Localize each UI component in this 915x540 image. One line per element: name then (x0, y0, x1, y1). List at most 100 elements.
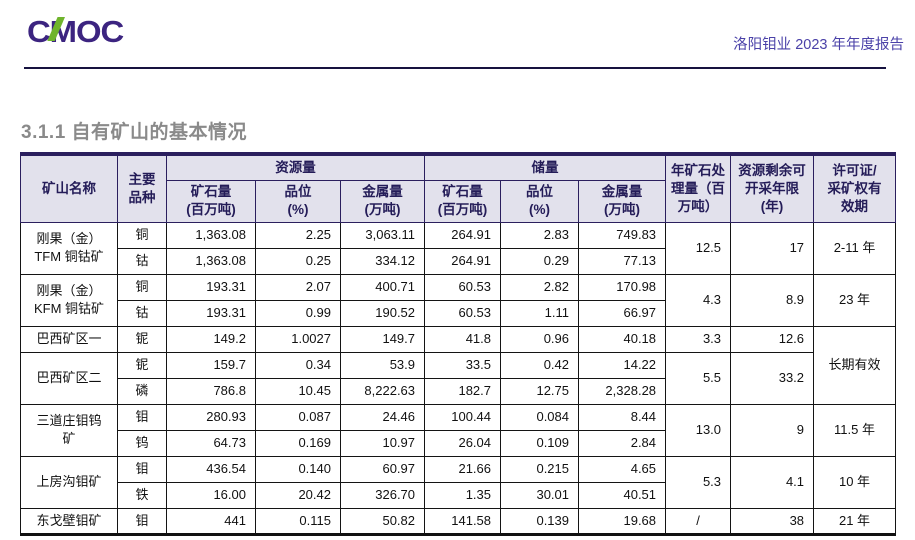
data-cell: 0.140 (255, 455, 341, 483)
data-cell: 12.75 (500, 377, 580, 405)
data-cell: 3.3 (665, 325, 732, 353)
table-row: 三道庄钼钨 矿钼 280.93 0.087 24.46 100.44 0.084 8.44 1… (20, 403, 897, 457)
data-cell: 77.13 (578, 247, 667, 275)
data-cell: 0.25 (255, 247, 341, 275)
data-cell: 170.98 (578, 273, 667, 301)
data-cell: 8.9 (730, 273, 815, 327)
data-cell: 0.34 (255, 351, 341, 379)
col-resource-ore: 矿石量 (百万吨) (166, 179, 256, 223)
data-cell: 4.3 (665, 273, 732, 327)
cmoc-logo: CMOC (27, 14, 124, 49)
table-row: 刚果（金） TFM 铜钴矿铜 1,363.08 2.25 3,063.11 264.91… (20, 221, 897, 275)
col-reserve-grade: 品位 (%) (500, 179, 580, 223)
data-cell: 334.12 (339, 247, 426, 275)
data-cell: / (665, 507, 732, 535)
table-row: 巴西矿区一铌 149.2 1.0027 149.7 41.8 0.96 40.18 3.3 12… (20, 325, 897, 405)
data-cell: 0.29 (500, 247, 580, 275)
data-cell: 280.93 (166, 403, 256, 431)
data-cell: 13.0 (665, 403, 732, 457)
table-row: 东戈壁钼矿钼 441 0.115 50.82 141.58 0.139 19.68/38 21… (20, 507, 897, 535)
data-cell: 2.83 (500, 221, 580, 249)
data-cell: 149.2 (166, 325, 256, 353)
data-cell: 41.8 (424, 325, 502, 353)
variety: 铌 (117, 351, 167, 379)
data-cell: 53.9 (339, 351, 426, 379)
license-validity: 10 年 (813, 455, 897, 509)
variety: 铜 (117, 273, 167, 301)
data-cell: 786.8 (166, 377, 256, 405)
logo-letter-c: C (27, 14, 51, 49)
data-cell: 1,363.08 (166, 247, 256, 275)
data-cell: 64.73 (166, 429, 256, 457)
data-cell: 0.215 (500, 455, 580, 483)
col-group-reserves: 储量 (424, 153, 667, 181)
mine-name: 三道庄钼钨 矿 (20, 403, 118, 457)
data-cell: 33.5 (424, 351, 502, 379)
variety: 磷 (117, 377, 167, 405)
data-cell: 749.83 (578, 221, 667, 249)
data-cell: 17 (730, 221, 815, 275)
report-title: 洛阳钼业 2023 年年度报告 (733, 37, 904, 53)
data-cell: 66.97 (578, 299, 667, 327)
license-validity: 2-11 年 (813, 221, 897, 275)
data-cell: 400.71 (339, 273, 426, 301)
variety: 钴 (117, 299, 167, 327)
data-cell: 14.22 (578, 351, 667, 379)
data-cell: 10.97 (339, 429, 426, 457)
data-cell: 24.46 (339, 403, 426, 431)
col-mine-name: 矿山名称 (20, 153, 118, 223)
data-cell: 2.25 (255, 221, 341, 249)
data-cell: 326.70 (339, 481, 426, 509)
col-main-variety: 主要 品种 (117, 153, 167, 223)
col-resource-metal: 金属量 (万吨) (339, 179, 426, 223)
variety: 铁 (117, 481, 167, 509)
data-cell: 26.04 (424, 429, 502, 457)
data-cell: 33.2 (730, 351, 815, 405)
data-cell: 4.65 (578, 455, 667, 483)
data-cell: 16.00 (166, 481, 256, 509)
mines-table-container: 矿山名称 主要 品种 资源量 储量 年矿石处 理量（百 万吨） 资源剩余可 开采年限 (年… (20, 152, 897, 536)
data-cell: 193.31 (166, 299, 256, 327)
col-resource-grade: 品位 (%) (255, 179, 341, 223)
table-row: 磷 786.8 10.45 8,222.63 182.7 12.75 2,328.28 (21, 377, 896, 405)
data-cell: 50.82 (339, 507, 426, 535)
data-cell: 1,363.08 (166, 221, 256, 249)
data-cell: 2.84 (578, 429, 667, 457)
variety: 钨 (117, 429, 167, 457)
data-cell: 0.169 (255, 429, 341, 457)
license-validity: 23 年 (813, 273, 897, 327)
data-cell: 100.44 (424, 403, 502, 431)
table-row: 矿石量 (百万吨) 品位 (%) 金属量 (万吨) 矿石量 (百万吨) 品位 (%) 金属… (21, 179, 896, 223)
data-cell: 12.6 (730, 325, 815, 353)
data-cell: 149.7 (339, 325, 426, 353)
data-cell: 0.139 (500, 507, 580, 535)
data-cell: 264.91 (424, 247, 502, 275)
data-cell: 19.68 (578, 507, 667, 535)
data-cell: 441 (166, 507, 256, 535)
data-cell: 0.109 (500, 429, 580, 457)
section-title: 3.1.1 自有矿山的基本情况 (21, 122, 248, 143)
col-reserve-metal: 金属量 (万吨) (578, 179, 667, 223)
header-divider (24, 67, 886, 69)
variety: 钼 (117, 403, 167, 431)
license-validity: 长期有效 (813, 325, 897, 405)
mine-name: 东戈壁钼矿 (20, 507, 118, 535)
data-cell: 10.45 (255, 377, 341, 405)
data-cell: 0.087 (255, 403, 341, 431)
table-header: 矿山名称 主要 品种 资源量 储量 年矿石处 理量（百 万吨） 资源剩余可 开采年限 (年… (20, 153, 897, 223)
variety: 钼 (117, 455, 167, 483)
data-cell: 5.5 (665, 351, 732, 405)
data-cell: 4.1 (730, 455, 815, 509)
data-cell: 264.91 (424, 221, 502, 249)
mine-name: 巴西矿区二 (20, 351, 118, 405)
table-body: 刚果（金） TFM 铜钴矿铜 1,363.08 2.25 3,063.11 264.91… (20, 221, 897, 535)
data-cell: 2.07 (255, 273, 341, 301)
col-license-validity: 许可证/ 采矿权有 效期 (813, 153, 897, 223)
data-cell: 0.99 (255, 299, 341, 327)
data-cell: 1.35 (424, 481, 502, 509)
data-cell: 1.0027 (255, 325, 341, 353)
data-cell: 8.44 (578, 403, 667, 431)
data-cell: 436.54 (166, 455, 256, 483)
data-cell: 0.96 (500, 325, 580, 353)
logo-letter-m: M (49, 14, 77, 49)
